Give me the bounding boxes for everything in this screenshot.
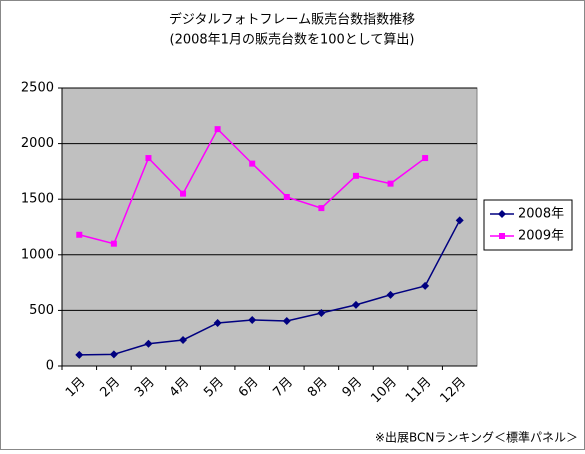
y-tick-label: 2500: [21, 81, 54, 96]
marker: [352, 172, 359, 179]
marker: [317, 308, 326, 317]
marker: [282, 316, 291, 325]
marker: [109, 350, 118, 359]
marker: [179, 335, 188, 344]
series-line: [79, 219, 461, 356]
marker: [283, 193, 290, 200]
y-tick-label: 2000: [21, 136, 54, 151]
y-tick-label: 1000: [21, 247, 54, 262]
marker: [421, 281, 430, 290]
marker: [213, 318, 222, 327]
marker: [455, 216, 464, 225]
marker: [318, 205, 325, 212]
marker: [387, 180, 394, 187]
marker: [75, 350, 84, 359]
marker: [249, 160, 256, 167]
marker: [499, 233, 505, 239]
marker: [248, 315, 257, 324]
marker: [144, 339, 153, 348]
y-tick-label: 0: [46, 359, 54, 374]
legend: [483, 199, 573, 251]
marker: [386, 290, 395, 299]
chart-subtitle: (2008年1月の販売台数を100として算出): [170, 32, 415, 48]
chart-title: デジタルフォトフレーム販売台数指数推移: [169, 12, 415, 28]
y-tick-label: 500: [29, 303, 54, 318]
marker: [180, 190, 187, 197]
marker: [76, 231, 83, 238]
note: ※出展BCNランキング＜標準パネル＞: [375, 430, 578, 445]
plot-area: [61, 87, 478, 367]
y-tick-label: 1500: [21, 192, 54, 207]
legend-label: 2009年: [518, 229, 564, 244]
marker: [498, 210, 506, 218]
marker: [110, 240, 117, 247]
marker: [422, 155, 429, 162]
marker: [214, 126, 221, 133]
legend-label: 2008年: [518, 207, 564, 222]
marker: [351, 300, 360, 309]
marker: [145, 155, 152, 162]
